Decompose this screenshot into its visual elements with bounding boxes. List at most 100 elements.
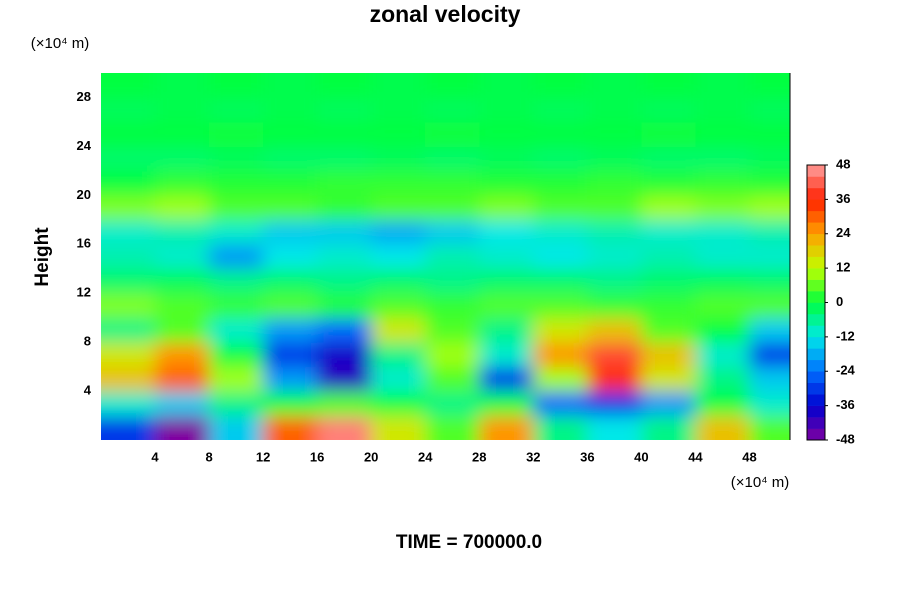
x-tick-label: 20 [364,449,378,464]
cell [155,391,210,417]
cell [587,415,642,440]
cell [749,97,790,123]
cell [479,342,534,368]
cell [533,73,588,98]
cell [155,415,210,440]
cell [101,366,156,392]
cell [425,195,480,221]
cell [749,391,790,417]
field [101,73,790,440]
cell [317,146,372,172]
cell [587,391,642,417]
cell [317,342,372,368]
cell [641,146,696,172]
cell [695,195,750,221]
cell [263,195,318,221]
cell [533,121,588,147]
colorbar-tick-label: -24 [836,363,856,378]
colorbar-band [807,256,825,269]
cell [425,268,480,294]
cell [317,73,372,98]
cell [209,415,264,440]
y-tick-label: 28 [77,89,91,104]
x-tick-label: 36 [580,449,594,464]
colorbar-tick-label: -12 [836,328,855,343]
cell [587,244,642,270]
cell [479,73,534,98]
cell [101,391,156,417]
cell [641,293,696,319]
colorbar-band [807,165,825,177]
cell [263,219,318,245]
cell [695,317,750,343]
cell [101,342,156,368]
cell [695,366,750,392]
cell [425,244,480,270]
x-unit: (×10⁴ m) [731,474,790,491]
cell [101,415,156,440]
cell [641,366,696,392]
cell [209,244,264,270]
cell [587,97,642,123]
x-tick-label: 40 [634,449,648,464]
cell [587,121,642,147]
cell [749,415,790,440]
cell [425,146,480,172]
chart-title: zonal velocity [370,1,521,27]
x-tick-label: 48 [742,449,756,464]
cell [263,146,318,172]
cell [749,170,790,196]
cell [533,146,588,172]
cell [425,391,480,417]
cell [317,195,372,221]
cell [209,97,264,123]
cell [587,268,642,294]
cell [479,268,534,294]
x-tick-label: 12 [256,449,270,464]
cell [209,73,264,98]
cell [641,244,696,270]
cell [101,219,156,245]
colorbar-band [807,428,825,441]
cell [263,342,318,368]
colorbar-band [807,405,825,418]
cell [587,342,642,368]
cell [425,366,480,392]
cell [317,97,372,123]
cell [587,219,642,245]
cell [101,317,156,343]
colorbar-band [807,245,825,257]
cell [749,366,790,392]
cell [263,73,318,98]
cell [587,195,642,221]
cell [479,244,534,270]
cell [371,366,426,392]
cell [317,293,372,319]
colorbar-band [807,359,825,372]
cell [371,146,426,172]
x-tick-label: 16 [310,449,324,464]
cell [479,293,534,319]
cell [641,73,696,98]
cell [263,121,318,147]
cell [371,342,426,368]
cell [101,121,156,147]
colorbar-band [807,268,825,280]
cell [371,73,426,98]
y-tick-label: 8 [84,334,91,349]
cell [695,146,750,172]
plot-area [101,73,790,440]
cell [479,146,534,172]
cell [587,293,642,319]
y-tick-label: 4 [84,383,92,398]
cell [317,268,372,294]
cell [371,268,426,294]
cell [155,219,210,245]
cell [155,170,210,196]
cell [209,219,264,245]
colorbar-band [807,279,825,292]
cell [317,366,372,392]
colorbar-band [807,382,825,395]
cell [263,97,318,123]
